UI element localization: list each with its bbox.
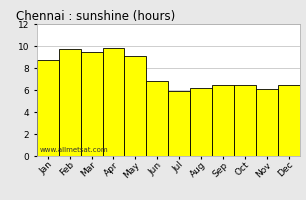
Bar (256, 89, 278, 156)
Bar (146, 81, 168, 156)
Text: Chennai : sunshine (hours): Chennai : sunshine (hours) (16, 10, 175, 23)
Bar (59, 49, 80, 156)
Bar (37, 60, 59, 156)
Bar (103, 48, 125, 156)
Text: www.allmetsat.com: www.allmetsat.com (39, 147, 108, 153)
Bar (80, 51, 103, 156)
Bar (168, 91, 190, 156)
Bar (190, 88, 212, 156)
Bar (125, 56, 146, 156)
Bar (278, 84, 300, 156)
Bar (234, 84, 256, 156)
Bar (212, 84, 234, 156)
